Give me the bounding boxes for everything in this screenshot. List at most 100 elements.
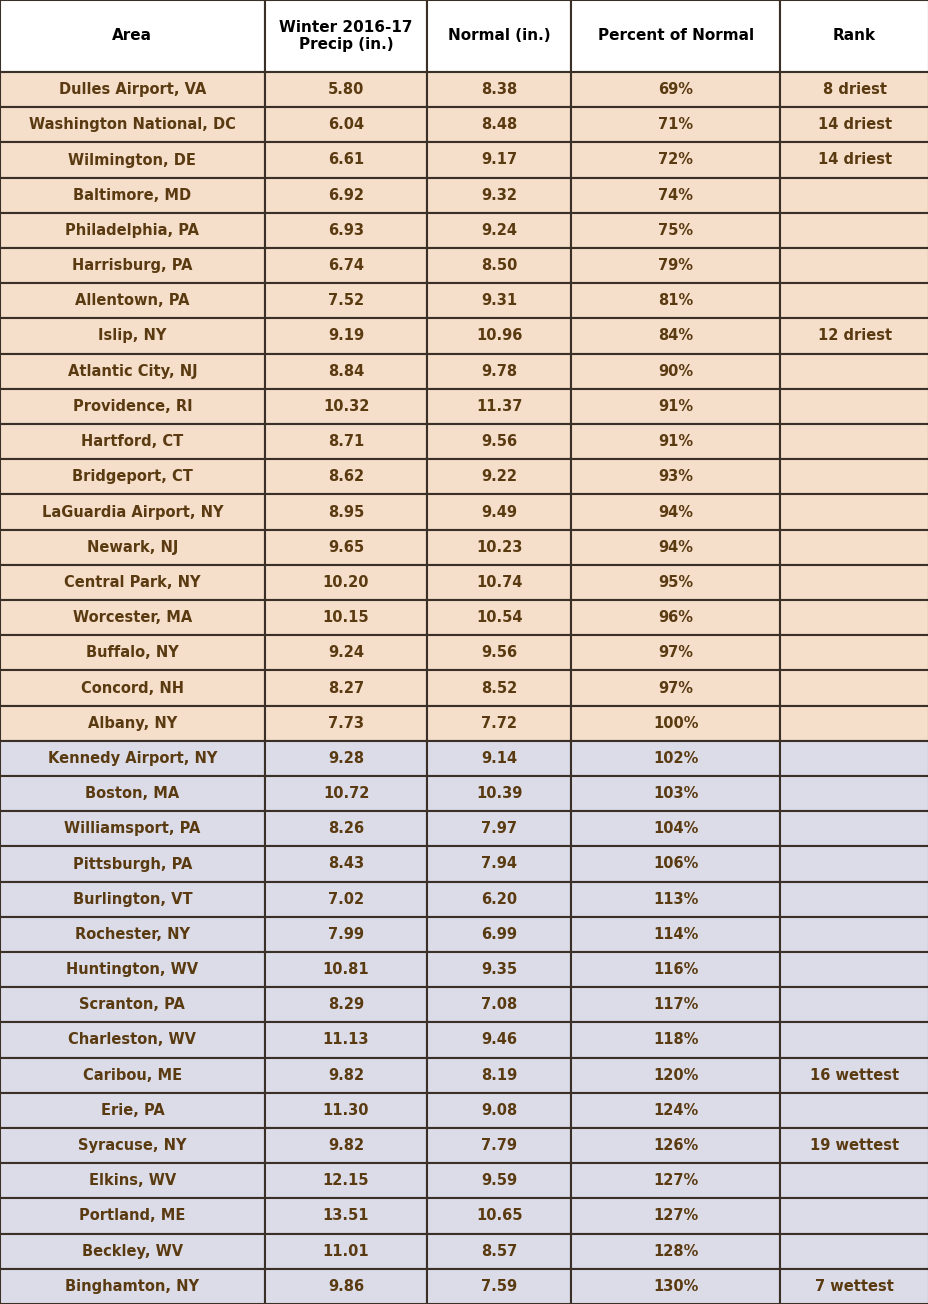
Bar xyxy=(264,600,427,635)
Text: Allentown, PA: Allentown, PA xyxy=(75,293,189,308)
Text: 8.52: 8.52 xyxy=(481,681,517,695)
Bar xyxy=(780,318,928,353)
Bar xyxy=(0,213,264,248)
Bar xyxy=(0,248,264,283)
Bar xyxy=(780,1234,928,1269)
Bar xyxy=(780,952,928,987)
Bar xyxy=(571,846,780,882)
Bar xyxy=(427,142,571,177)
Bar xyxy=(780,600,928,635)
Bar xyxy=(427,705,571,741)
Bar xyxy=(264,213,427,248)
Text: Caribou, ME: Caribou, ME xyxy=(83,1068,182,1082)
Text: 6.61: 6.61 xyxy=(328,153,364,167)
Bar xyxy=(264,107,427,142)
Bar xyxy=(780,424,928,459)
Text: Buffalo, NY: Buffalo, NY xyxy=(86,645,178,660)
Bar xyxy=(571,1269,780,1304)
Text: Normal (in.): Normal (in.) xyxy=(447,29,550,43)
Bar xyxy=(427,565,571,600)
Bar xyxy=(427,882,571,917)
Text: 7 wettest: 7 wettest xyxy=(815,1279,893,1294)
Text: 7.08: 7.08 xyxy=(481,998,517,1012)
Bar xyxy=(571,72,780,107)
Bar xyxy=(571,952,780,987)
Bar xyxy=(571,283,780,318)
Bar xyxy=(264,811,427,846)
Text: 118%: 118% xyxy=(652,1033,698,1047)
Text: 8.50: 8.50 xyxy=(481,258,517,273)
Bar xyxy=(780,283,928,318)
Bar xyxy=(571,987,780,1022)
Text: 11.37: 11.37 xyxy=(476,399,522,413)
Bar xyxy=(0,1234,264,1269)
Text: 104%: 104% xyxy=(652,822,698,836)
Text: 97%: 97% xyxy=(658,681,692,695)
Bar xyxy=(571,1058,780,1093)
Bar xyxy=(0,1058,264,1093)
Bar xyxy=(0,107,264,142)
Bar xyxy=(0,635,264,670)
Text: 9.28: 9.28 xyxy=(328,751,364,765)
Text: 9.35: 9.35 xyxy=(481,962,517,977)
Bar xyxy=(780,529,928,565)
Bar xyxy=(0,952,264,987)
Bar xyxy=(427,670,571,705)
Bar xyxy=(427,952,571,987)
Bar xyxy=(427,1093,571,1128)
Text: Rochester, NY: Rochester, NY xyxy=(75,927,189,941)
Bar xyxy=(571,1022,780,1058)
Bar xyxy=(780,1198,928,1234)
Text: 9.24: 9.24 xyxy=(328,645,364,660)
Text: 14 driest: 14 driest xyxy=(817,153,891,167)
Bar xyxy=(264,882,427,917)
Bar xyxy=(0,72,264,107)
Text: Harrisburg, PA: Harrisburg, PA xyxy=(72,258,192,273)
Bar xyxy=(571,459,780,494)
Bar xyxy=(780,142,928,177)
Bar xyxy=(571,0,780,72)
Bar xyxy=(780,917,928,952)
Bar xyxy=(264,1093,427,1128)
Text: 84%: 84% xyxy=(658,329,692,343)
Text: 11.13: 11.13 xyxy=(322,1033,369,1047)
Text: 117%: 117% xyxy=(652,998,698,1012)
Text: Hartford, CT: Hartford, CT xyxy=(81,434,184,449)
Text: Winter 2016-17
Precip (in.): Winter 2016-17 Precip (in.) xyxy=(279,20,412,52)
Bar xyxy=(264,846,427,882)
Bar xyxy=(0,353,264,389)
Bar xyxy=(780,776,928,811)
Text: 8.43: 8.43 xyxy=(328,857,364,871)
Bar xyxy=(0,424,264,459)
Bar xyxy=(264,952,427,987)
Bar xyxy=(0,917,264,952)
Text: 7.99: 7.99 xyxy=(328,927,364,941)
Bar xyxy=(571,776,780,811)
Bar xyxy=(264,635,427,670)
Bar xyxy=(264,987,427,1022)
Bar xyxy=(0,1093,264,1128)
Text: Charleston, WV: Charleston, WV xyxy=(69,1033,196,1047)
Bar xyxy=(571,353,780,389)
Text: 9.65: 9.65 xyxy=(328,540,364,554)
Bar xyxy=(0,600,264,635)
Text: Williamsport, PA: Williamsport, PA xyxy=(64,822,200,836)
Bar xyxy=(571,177,780,213)
Bar xyxy=(0,1022,264,1058)
Text: 71%: 71% xyxy=(658,117,692,132)
Bar xyxy=(264,142,427,177)
Text: 8.48: 8.48 xyxy=(481,117,517,132)
Text: 9.59: 9.59 xyxy=(481,1174,517,1188)
Bar xyxy=(780,882,928,917)
Bar xyxy=(427,177,571,213)
Bar xyxy=(571,600,780,635)
Text: 114%: 114% xyxy=(652,927,698,941)
Text: Portland, ME: Portland, ME xyxy=(79,1209,186,1223)
Bar xyxy=(264,389,427,424)
Text: 116%: 116% xyxy=(652,962,698,977)
Text: 8.57: 8.57 xyxy=(481,1244,517,1258)
Text: 8.84: 8.84 xyxy=(328,364,364,378)
Bar xyxy=(571,811,780,846)
Text: Pittsburgh, PA: Pittsburgh, PA xyxy=(72,857,192,871)
Bar xyxy=(571,741,780,776)
